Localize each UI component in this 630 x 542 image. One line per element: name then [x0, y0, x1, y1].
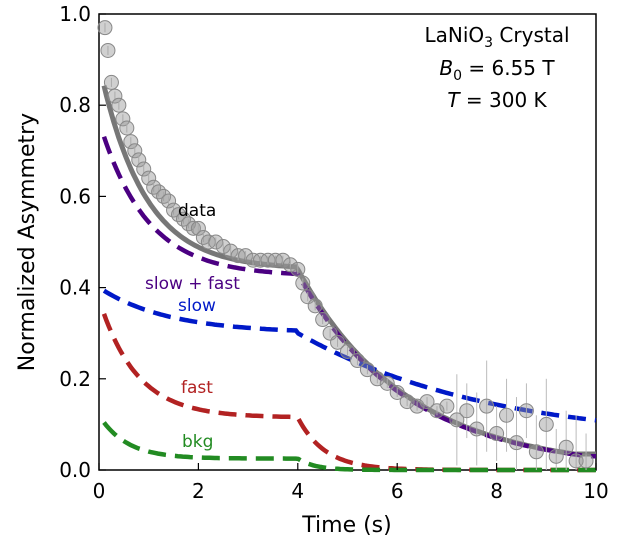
data-point	[389, 384, 405, 400]
data-point	[528, 444, 544, 460]
data-point	[107, 88, 123, 104]
label-slow-plus-fast: slow + fast	[145, 274, 240, 294]
data-point	[538, 416, 554, 432]
data-point	[558, 439, 574, 455]
svg-text:B0 = 6.55 T: B0 = 6.55 T	[439, 56, 555, 84]
annotation-temp-symbol: T	[447, 88, 461, 112]
label-fast: fast	[181, 378, 213, 398]
data-point	[439, 398, 455, 414]
x-tick-label: 6	[391, 479, 404, 503]
data-point	[136, 161, 152, 177]
x-tick-label: 8	[490, 479, 503, 503]
plot-area	[97, 20, 597, 473]
data-point	[141, 170, 157, 186]
data-point	[508, 435, 524, 451]
data-point	[419, 394, 435, 410]
data-point	[161, 193, 177, 209]
data-point	[295, 275, 311, 291]
data-point	[315, 312, 331, 328]
x-tick-label: 10	[583, 479, 608, 503]
y-tick-label: 0.8	[59, 93, 91, 117]
data-point	[111, 97, 127, 113]
x-axis-title: Time (s)	[301, 513, 391, 538]
svg-text:LaNiO3 Crystal: LaNiO3 Crystal	[424, 23, 569, 51]
label-bkg: bkg	[182, 432, 213, 452]
y-tick-label: 0.2	[59, 367, 91, 391]
data-point	[340, 343, 355, 359]
data-point	[123, 134, 139, 150]
data-point	[127, 143, 143, 159]
data-point	[190, 220, 206, 236]
data-point	[97, 20, 113, 36]
data-point	[499, 407, 515, 423]
data-point	[349, 353, 365, 369]
data-point	[100, 42, 116, 58]
data-point	[330, 334, 346, 350]
data-point	[479, 398, 495, 414]
data-point	[548, 448, 564, 464]
data-point	[103, 74, 119, 90]
data-point	[359, 362, 375, 378]
data-point	[459, 403, 475, 419]
annotation-field-symbol: B	[439, 56, 453, 80]
y-tick-label: 0.4	[59, 276, 91, 300]
fit-curve	[101, 85, 596, 457]
annotation-field-value: = 6.55 T	[462, 56, 555, 80]
annotation-compound-sub: 3	[484, 35, 493, 51]
data-point	[379, 375, 395, 391]
annotation-compound: LaNiO	[424, 23, 484, 47]
data-point	[119, 120, 135, 136]
data-point	[307, 298, 323, 314]
x-tick-label: 0	[93, 479, 106, 503]
annotation-field-sub: 0	[453, 68, 462, 84]
y-tick-label: 0.0	[59, 458, 91, 482]
data-point	[185, 220, 201, 236]
label-slow: slow	[178, 296, 216, 316]
y-tick-label: 0.6	[59, 184, 91, 208]
series-slow	[102, 288, 597, 423]
axis-ticks: 0 2 4 6 8 10 0.0 0.2 0.4 0.6 0.8 1.0	[59, 2, 609, 503]
data-point	[578, 453, 594, 469]
data-point	[290, 261, 306, 277]
annotation: LaNiO3 Crystal B0 = 6.55 T T = 300 K	[424, 23, 569, 112]
label-data: data	[178, 201, 216, 221]
x-tick-label: 2	[192, 479, 205, 503]
data-point	[449, 412, 465, 428]
data-point	[469, 421, 485, 437]
y-axis-title: Normalized Asymmetry	[15, 113, 40, 371]
data-point	[489, 426, 505, 442]
y-tick-label: 1.0	[59, 2, 91, 26]
annotation-temp-value: = 300 K	[460, 88, 548, 112]
svg-text:T = 300 K: T = 300 K	[447, 88, 547, 112]
data-point	[518, 403, 534, 419]
x-tick-label: 4	[291, 479, 304, 503]
series-bkg	[102, 421, 596, 473]
data-point	[115, 111, 131, 127]
annotation-compound-rest: Crystal	[493, 23, 569, 47]
data-point	[131, 152, 147, 168]
series-slow-plus-fast	[101, 135, 596, 459]
